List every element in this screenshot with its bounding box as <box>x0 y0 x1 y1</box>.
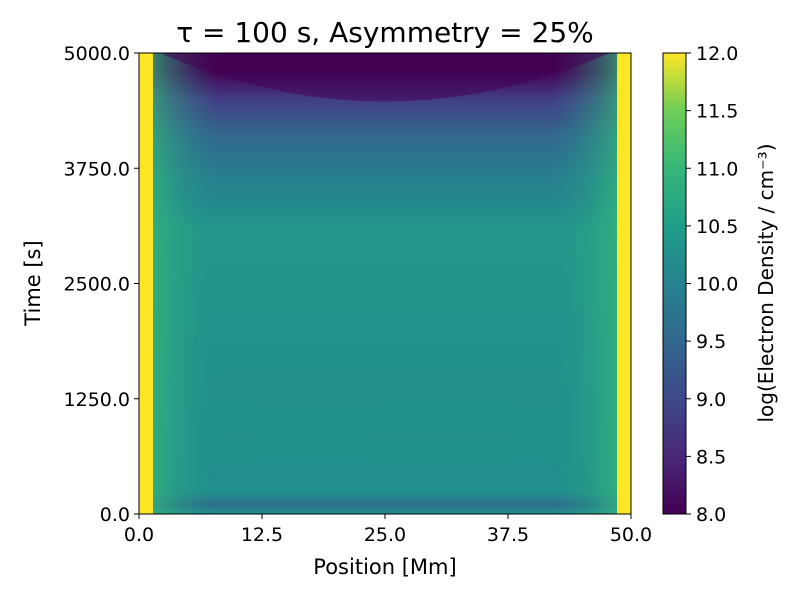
chart-title: τ = 100 s, Asymmetry = 25% <box>176 16 594 49</box>
left-footpoint <box>139 53 153 514</box>
colorbar-label: log(Electron Density / cm⁻³) <box>754 143 778 422</box>
colorbar <box>662 52 687 515</box>
x-axis-label: Position [Mm] <box>313 555 456 579</box>
x-tick-label: 50.0 <box>610 524 652 546</box>
colorbar-tick-label: 11.0 <box>696 158 738 180</box>
x-tick-label: 25.0 <box>364 524 406 546</box>
colorbar-ticks: 8.0 8.5 9.0 9.5 10.0 10.5 11.0 11.5 12.0 <box>686 43 738 526</box>
colorbar-tick-label: 10.5 <box>696 216 738 238</box>
y-axis-label: Time [s] <box>21 240 45 326</box>
y-tick-label: 3750.0 <box>64 158 130 180</box>
x-tick-label: 37.5 <box>487 524 529 546</box>
colorbar-tick-label: 11.5 <box>696 101 738 123</box>
colorbar-tick-label: 8.5 <box>696 446 726 468</box>
y-axis-ticks: 0.0 1250.0 2500.0 3750.0 5000.0 <box>64 43 139 526</box>
low-density-dome <box>160 53 610 102</box>
colorbar-tick-label: 10.0 <box>696 274 738 296</box>
colorbar-tick-label: 9.0 <box>696 389 726 411</box>
y-tick-label: 1250.0 <box>64 389 130 411</box>
y-tick-label: 5000.0 <box>64 43 130 65</box>
colorbar-tick-label: 9.5 <box>696 331 726 353</box>
x-tick-label: 12.5 <box>241 524 283 546</box>
right-footpoint <box>617 53 631 514</box>
colorbar-tick-label: 12.0 <box>696 43 738 65</box>
x-axis-ticks: 0.0 12.5 25.0 37.5 50.0 <box>124 514 652 546</box>
y-tick-label: 0.0 <box>100 504 130 526</box>
footpoint-fade <box>139 53 631 514</box>
colorbar-tick-label: 8.0 <box>696 504 726 526</box>
y-tick-label: 2500.0 <box>64 274 130 296</box>
x-tick-label: 0.0 <box>124 524 154 546</box>
plot-area <box>139 53 631 514</box>
